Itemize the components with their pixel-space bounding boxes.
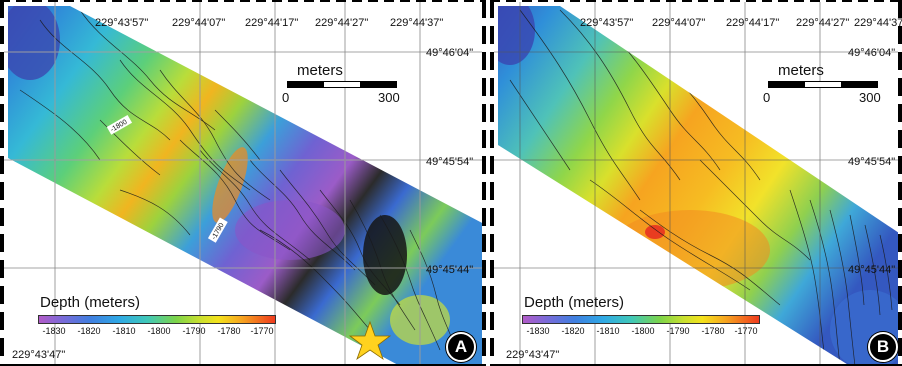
scale-left-value: 0 (282, 90, 290, 105)
colorbar-tick: -1800 (147, 326, 171, 336)
colorbar-tick: -1810 (596, 326, 620, 336)
top-lon-label: 229°44'17" (726, 17, 780, 29)
top-lon-label: 229°44'37" (854, 17, 902, 29)
scale-title: meters (297, 62, 343, 79)
graticule-b (490, 0, 902, 366)
right-lat-label: 49°46'04" (848, 47, 896, 59)
top-lon-label: 229°44'17" (245, 17, 299, 29)
top-lon-label: 229°44'27" (796, 17, 850, 29)
star-icon (348, 320, 392, 361)
scale-right-value: 300 (859, 90, 881, 105)
colorbar-tick: -1800 (631, 326, 655, 336)
map-panel-a: -1800 -1790 229°43'57" 229°44'07" 229°44… (0, 0, 486, 366)
top-lon-label: 229°44'07" (652, 17, 706, 29)
colorbar-tick: -1770 (734, 326, 758, 336)
colorbar-tick: -1830 (42, 326, 66, 336)
bathymetry-map-a: -1800 -1790 (0, 0, 486, 366)
top-lon-label: 229°43'57" (95, 17, 149, 29)
map-panel-b: 229°43'57" 229°44'07" 229°44'17" 229°44'… (490, 0, 902, 366)
depth-colorbar (38, 315, 276, 324)
right-lat-label: 49°45'54" (848, 156, 896, 168)
colorbar-tick: -1780 (217, 326, 241, 336)
colorbar-tick: -1770 (250, 326, 274, 336)
top-lon-label: 229°44'37" (390, 17, 444, 29)
scale-title: meters (778, 62, 824, 79)
panel-badge: A (446, 332, 476, 362)
top-lon-label: 229°44'27" (315, 17, 369, 29)
right-lat-label: 49°45'54" (426, 156, 474, 168)
right-lat-label: 49°45'44" (848, 264, 896, 276)
right-lat-label: 49°45'44" (426, 264, 474, 276)
colorbar-tick: -1790 (666, 326, 690, 336)
colorbar-tick: -1780 (701, 326, 725, 336)
bottom-lon-label: 229°43'47" (506, 349, 560, 361)
scale-bar (768, 81, 878, 88)
top-lon-label: 229°44'07" (172, 17, 226, 29)
top-lon-label: 229°43'57" (580, 17, 634, 29)
depth-colorbar (522, 315, 760, 324)
depth-swath-b (498, 6, 902, 366)
right-lat-label: 49°46'04" (426, 47, 474, 59)
scale-left-value: 0 (763, 90, 771, 105)
panel-badge: B (868, 332, 898, 362)
bottom-lon-label: 229°43'47" (12, 349, 66, 361)
legend-title: Depth (meters) (524, 294, 625, 311)
scale-bar (287, 81, 397, 88)
scale-right-value: 300 (378, 90, 400, 105)
colorbar-tick: -1790 (182, 326, 206, 336)
colorbar-tick: -1830 (526, 326, 550, 336)
colorbar-tick: -1820 (561, 326, 585, 336)
depth-swath-a (8, 6, 486, 366)
colorbar-tick: -1810 (112, 326, 136, 336)
legend-title: Depth (meters) (40, 294, 141, 311)
colorbar-tick: -1820 (77, 326, 101, 336)
bathymetry-map-b (490, 0, 902, 366)
